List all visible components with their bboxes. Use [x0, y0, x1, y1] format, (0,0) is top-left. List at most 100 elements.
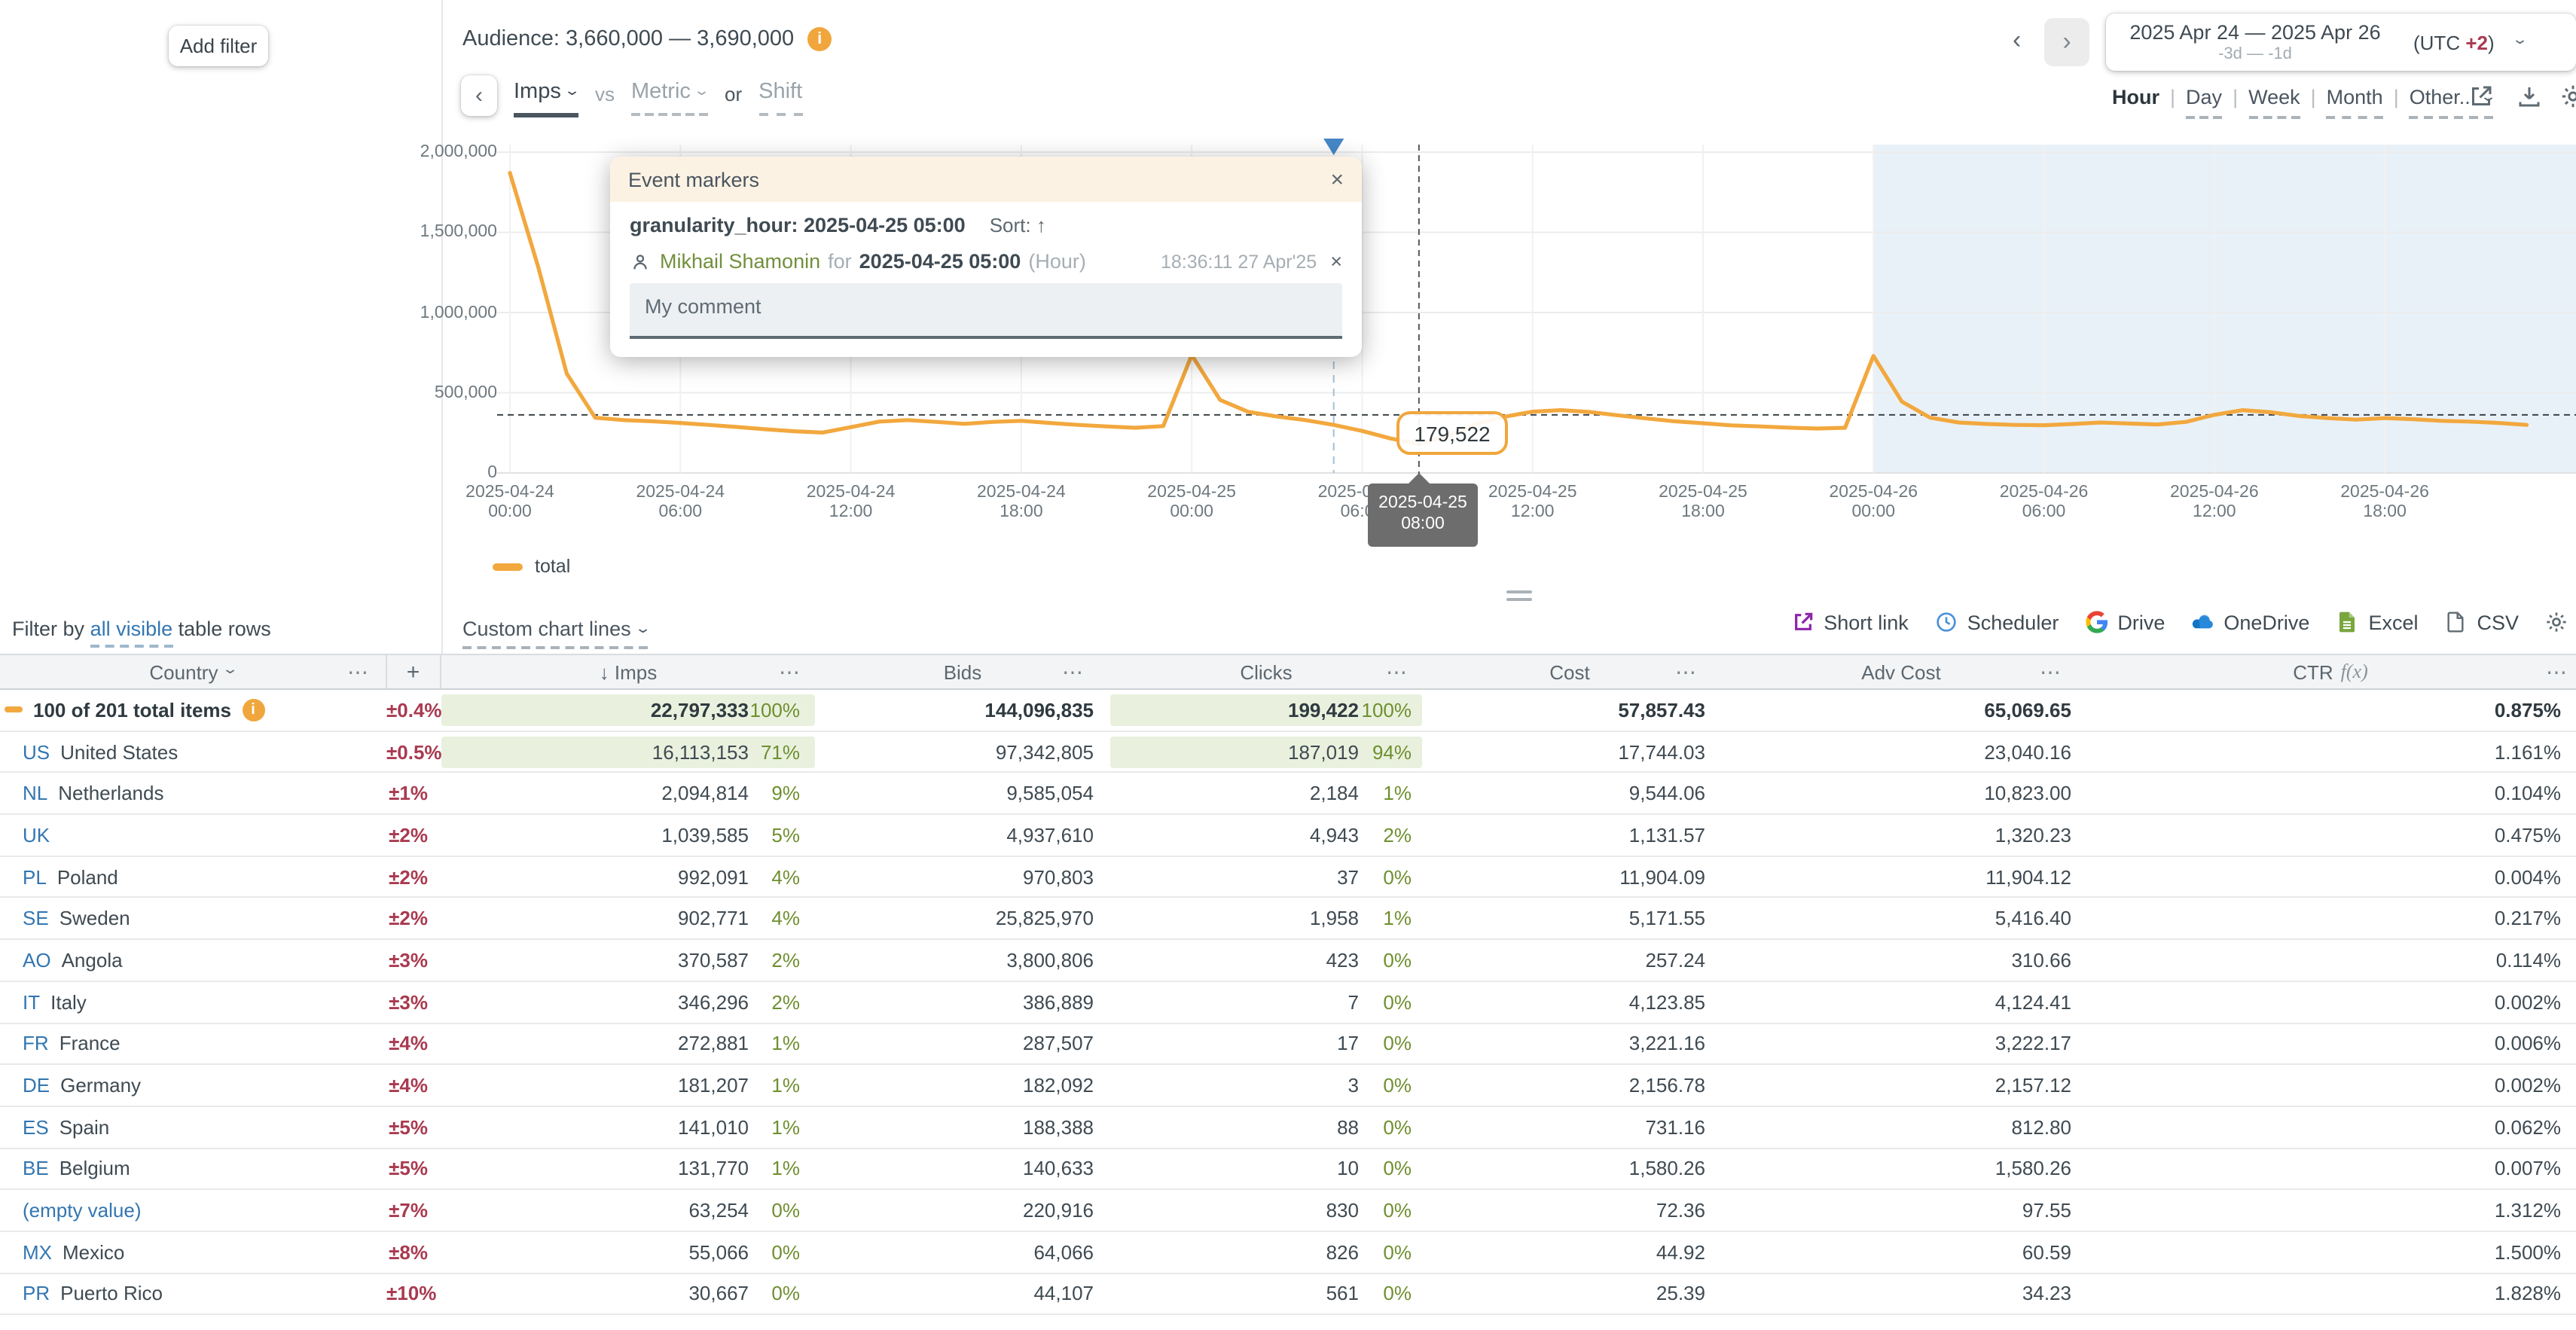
hover-date-tooltip-pointer — [1409, 473, 1430, 483]
event-subject: granularity_hour: 2025-04-25 05:00 — [630, 214, 966, 236]
popup-header: Event markers × — [610, 157, 1362, 202]
column-menu-icon[interactable]: ⋯ — [1062, 659, 1085, 683]
granularity-day[interactable]: Day — [2186, 86, 2223, 119]
country-code-link[interactable]: NL — [23, 782, 48, 805]
country-name: Netherlands — [58, 782, 164, 805]
y-tick-label: 1,500,000 — [420, 223, 497, 242]
granularity-week[interactable]: Week — [2248, 86, 2300, 119]
column-menu-icon[interactable]: ⋯ — [2040, 659, 2062, 683]
column-header-adv-cost[interactable]: Adv Cost ⋯ — [1861, 659, 2062, 683]
filter-all-visible-link[interactable]: all visible — [90, 618, 173, 648]
metric-value: 1,580.26 — [1995, 1157, 2071, 1180]
chart-legend[interactable]: total — [493, 556, 570, 577]
column-header-cost[interactable]: Cost ⋯ — [1549, 659, 1698, 683]
close-icon[interactable]: × — [1330, 166, 1344, 192]
column-header-ctr[interactable]: CTR f(x) ⋯ — [2293, 659, 2568, 683]
column-menu-icon[interactable]: ⋯ — [779, 659, 801, 683]
column-header-clicks[interactable]: Clicks ⋯ — [1240, 659, 1409, 683]
column-menu-icon[interactable]: ⋯ — [1386, 659, 1409, 683]
column-header-country[interactable]: Country ⌄ ⋯ — [0, 655, 386, 688]
metric-value-with-share: 3 0% — [1348, 1074, 1412, 1097]
metric-value: 1.828% — [2494, 1282, 2561, 1305]
empty-value-link[interactable]: (empty value) — [23, 1199, 142, 1222]
country-code-link[interactable]: SE — [23, 907, 49, 930]
column-menu-icon[interactable]: ⋯ — [1675, 659, 1698, 683]
country-code-link[interactable]: BE — [23, 1157, 49, 1180]
audience-info-icon[interactable]: i — [807, 27, 832, 51]
event-author[interactable]: Mikhail Shamonin — [660, 250, 821, 273]
chart-resize-handle[interactable] — [1506, 590, 1532, 606]
country-name: Angola — [61, 948, 123, 972]
onedrive-cloud-icon — [2193, 615, 2214, 629]
y-tick-label: 0 — [487, 464, 497, 482]
metric-value: 5,416.40 — [1995, 907, 2071, 930]
legend-label: total — [535, 556, 571, 577]
metric-value: 0.062% — [2494, 1115, 2561, 1139]
highlight-last-day-region — [1873, 145, 2576, 473]
country-code-link[interactable]: FR — [23, 1032, 49, 1055]
open-in-new-icon[interactable] — [2468, 83, 2495, 110]
country-code-link[interactable]: MX — [23, 1240, 52, 1264]
scheduler-button[interactable]: Scheduler — [1934, 610, 2059, 634]
legend-swatch-total — [493, 563, 523, 570]
metric-value: 220,916 — [1023, 1199, 1094, 1222]
country-code-link[interactable]: UK — [23, 823, 50, 847]
table-row: BE Belgium ±5% 131,770 1% 140,633 10 0% 1,580.26… — [0, 1148, 2576, 1191]
metric-primary-select[interactable]: Imps ⌄ — [514, 80, 581, 117]
metric-value: 3,221.16 — [1628, 1032, 1705, 1055]
metric-value: 1,320.23 — [1995, 823, 2071, 847]
date-next-button[interactable]: › — [2044, 18, 2089, 66]
column-menu-icon[interactable]: ⋯ — [2546, 659, 2568, 683]
country-code-link[interactable]: PL — [23, 865, 47, 889]
info-icon[interactable]: i — [242, 698, 264, 721]
gear-icon[interactable] — [2559, 83, 2576, 110]
country-code-link[interactable]: PR — [23, 1282, 50, 1305]
metric-value-with-share: 370,587 2% — [678, 948, 800, 972]
close-icon[interactable]: × — [1330, 250, 1342, 273]
metric-value: 182,092 — [1023, 1074, 1094, 1097]
column-header-bids[interactable]: Bids ⋯ — [943, 659, 1085, 683]
metric-value: 731.16 — [1645, 1115, 1705, 1139]
granularity-hour[interactable]: Hour — [2112, 86, 2159, 108]
metric-value: 4,123.85 — [1628, 990, 1705, 1014]
google-drive-button[interactable]: Drive — [2084, 610, 2165, 634]
date-range-picker[interactable]: 2025 Apr 24 — 2025 Apr 26 -3d — -1d (UTC… — [2106, 14, 2576, 71]
shift-option[interactable]: Shift — [758, 80, 803, 116]
download-icon[interactable] — [2516, 83, 2543, 110]
uncertainty-delta: ±4% — [389, 1032, 428, 1055]
sort-toggle[interactable]: Sort: ↑ — [989, 214, 1046, 236]
chart-back-button[interactable]: ‹ — [461, 75, 497, 116]
table-body: 100 of 201 total items i ±0.4% 22,797,333 10… — [0, 690, 2576, 1316]
metric-value: 11,904.09 — [1619, 865, 1705, 889]
event-target-unit: (Hour) — [1028, 250, 1086, 273]
comment-input[interactable]: My comment — [630, 283, 1342, 339]
country-code-link[interactable]: IT — [23, 990, 41, 1014]
country-code-link[interactable]: ES — [23, 1115, 49, 1139]
date-prev-button[interactable]: ‹ — [2013, 26, 2022, 54]
country-code-link[interactable]: DE — [23, 1074, 50, 1097]
metric-value: 5,171.55 — [1628, 907, 1705, 930]
onedrive-button[interactable]: OneDrive — [2190, 610, 2309, 634]
metric-value: 97,342,805 — [995, 740, 1094, 764]
add-filter-button[interactable]: Add filter — [169, 26, 268, 66]
country-code-link[interactable]: AO — [23, 948, 51, 972]
chevron-down-icon[interactable]: ⌄ — [2510, 31, 2529, 46]
custom-chart-lines-select[interactable]: Custom chart lines ⌄ — [462, 618, 651, 649]
excel-export-button[interactable]: Excel — [2335, 610, 2418, 634]
short-link-button[interactable]: Short link — [1790, 610, 1909, 634]
granularity-month[interactable]: Month — [2326, 86, 2383, 119]
table-settings-gear-icon[interactable] — [2544, 610, 2568, 634]
country-code-link[interactable]: US — [23, 740, 50, 764]
x-tick-label: 2025-04-26 00:00 — [1829, 483, 1918, 521]
granularity-other[interactable]: Other... ⌄ — [2409, 86, 2496, 119]
metric-value-with-share: 131,770 1% — [678, 1157, 800, 1180]
column-header-imps[interactable]: ↓ Imps ⋯ — [599, 659, 801, 683]
column-menu-icon[interactable]: ⋯ — [347, 659, 370, 683]
open-in-new-icon — [1794, 612, 1812, 630]
csv-export-button[interactable]: CSV — [2443, 610, 2519, 634]
add-column-button[interactable]: + — [386, 655, 441, 688]
metric-secondary-select[interactable]: Metric ⌄ — [630, 80, 711, 116]
metric-value: 64,066 — [1033, 1240, 1094, 1264]
metric-value: 1.161% — [2494, 740, 2561, 764]
